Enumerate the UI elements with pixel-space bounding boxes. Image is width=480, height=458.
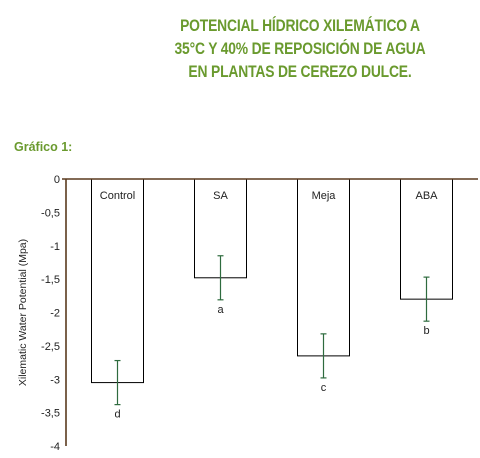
heading-line-2: 35°C Y 40% DE REPOSICIÓN DE AGUA [174,40,426,58]
bar [91,178,144,384]
chart-heading: POTENCIAL HÍDRICO XILEMÁTICO A 35°C Y 40… [174,15,426,84]
heading-line-1: POTENCIAL HÍDRICO XILEMÁTICO A [180,17,420,35]
bar [297,178,350,357]
y-tick-label: -3 [50,374,60,386]
y-tick-label: -1 [50,241,60,253]
y-tick-label: -0,5 [41,207,60,219]
y-tick-label: 0 [54,174,60,186]
y-tick-label: -1,5 [41,274,60,286]
y-tick-label: -2 [50,308,60,320]
significance-label: a [217,304,224,316]
significance-label: c [321,382,327,394]
y-tick-label: -2,5 [41,341,60,353]
significance-label: b [423,325,429,337]
category-label: Control [100,190,135,202]
category-label: SA [213,190,228,202]
y-tick-label: -4 [50,441,60,453]
significance-label: d [114,409,120,421]
category-label: Meja [312,190,337,202]
category-label: ABA [415,190,438,202]
y-axis-title: Xilematic Water Potential (Mpa) [17,239,29,386]
chart-label: Gráfico 1: [14,140,73,154]
y-tick-label: -3,5 [41,408,60,420]
heading-line-3: EN PLANTAS DE CEREZO DULCE. [188,63,412,81]
